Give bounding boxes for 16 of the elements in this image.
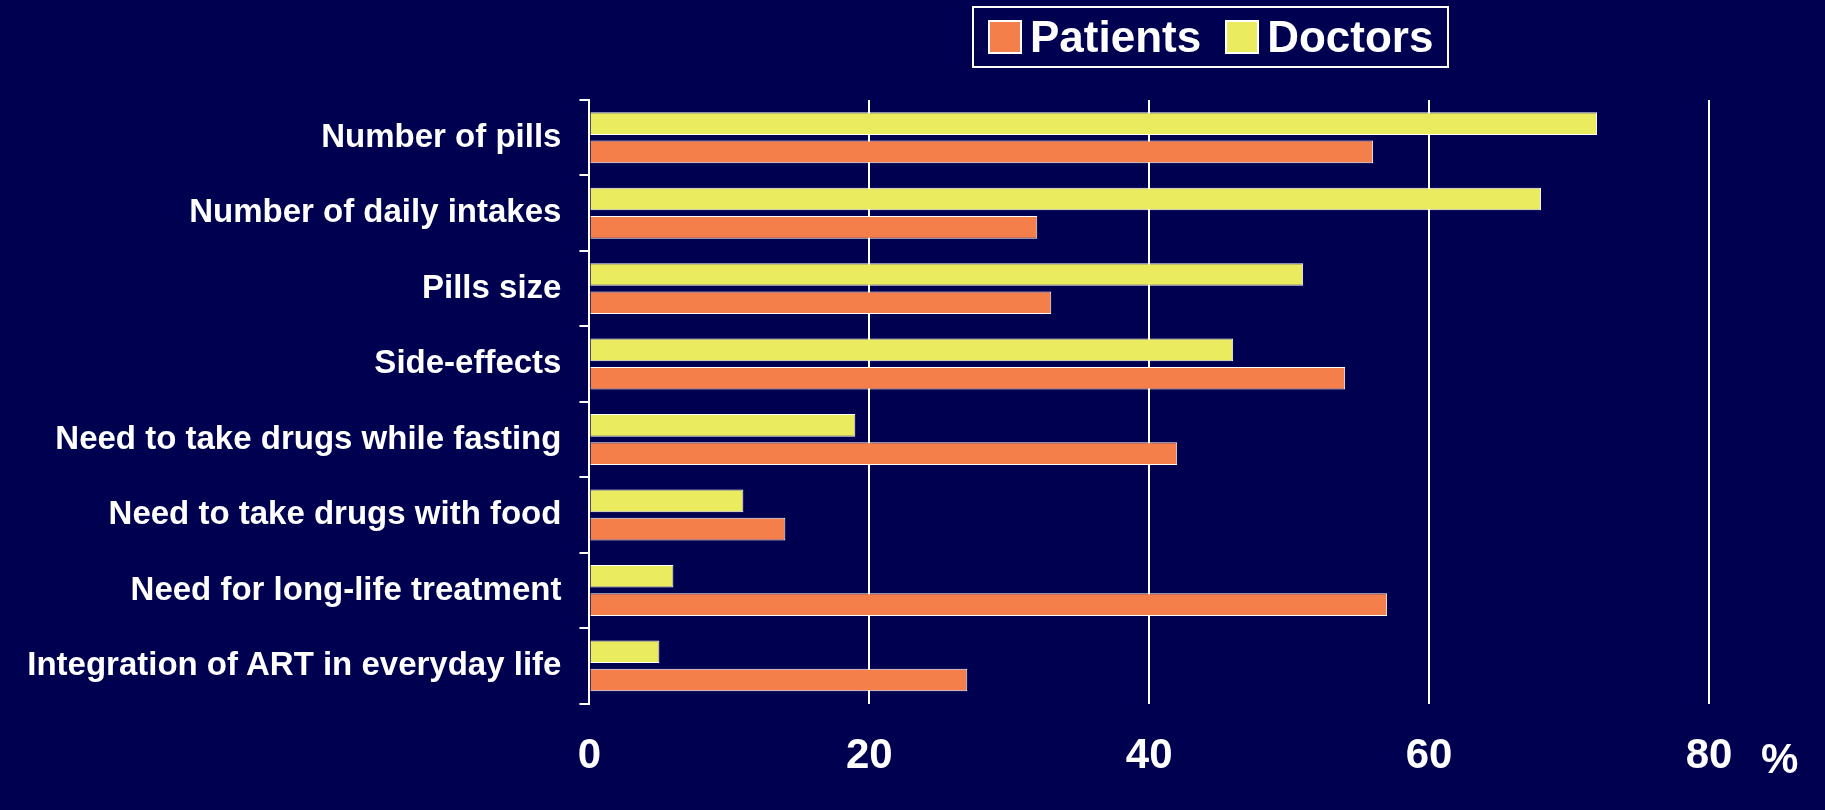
- x-axis-title: %: [1761, 735, 1799, 783]
- x-tick-label: 60: [1405, 730, 1453, 778]
- y-tick-label: Side-effects: [374, 343, 562, 381]
- x-tick-label: 40: [1125, 730, 1173, 778]
- y-tick-label: Pills size: [422, 267, 562, 305]
- y-tick-label: Need for long-life treatment: [130, 569, 562, 607]
- legend-label: Patients: [1030, 12, 1202, 62]
- legend-label: Doctors: [1267, 12, 1434, 62]
- x-tick-label: 20: [845, 730, 893, 778]
- x-tick-label: 80: [1685, 730, 1733, 778]
- y-tick-label: Number of daily intakes: [189, 192, 562, 230]
- y-tick-label: Integration of ART in everyday life: [27, 644, 562, 682]
- y-tick-label: Need to take drugs while fasting: [55, 418, 562, 456]
- y-tick-label: Number of pills: [321, 116, 562, 154]
- y-tick-label: Need to take drugs with food: [108, 494, 562, 532]
- x-tick-label: 0: [577, 730, 602, 778]
